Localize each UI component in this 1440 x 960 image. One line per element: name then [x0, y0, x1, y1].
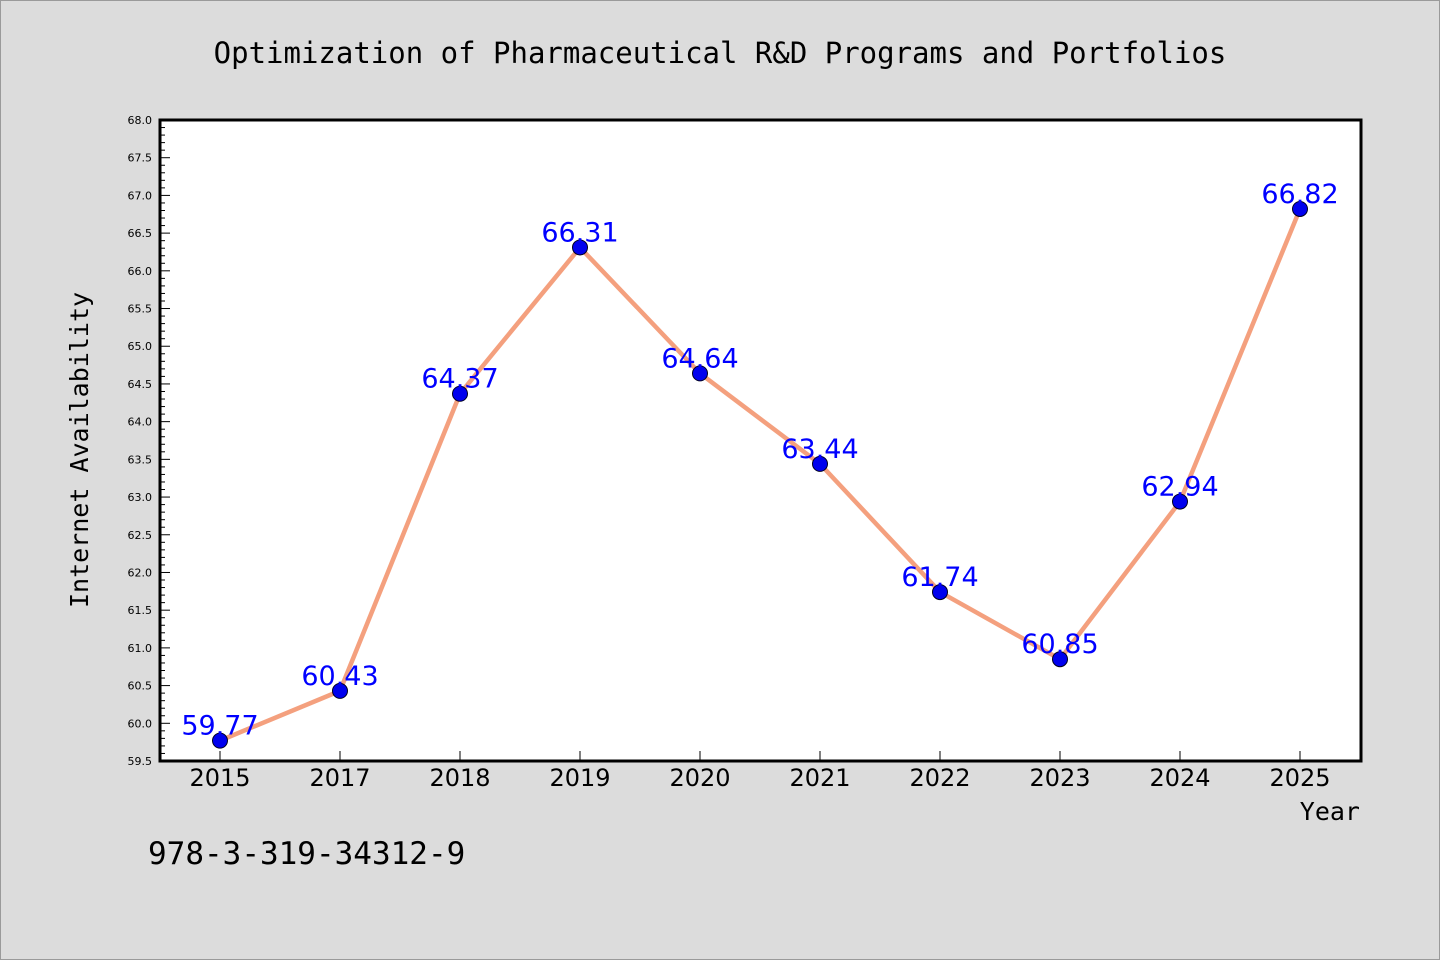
- series-layer: [212, 200, 1308, 749]
- data-label: 59.77: [181, 711, 258, 742]
- y-tick-label: 66.0: [128, 265, 153, 278]
- data-point-marker: [452, 385, 468, 402]
- data-point-marker: [1292, 200, 1308, 217]
- data-label: 61.74: [901, 562, 978, 593]
- x-tick-label: 2025: [1269, 764, 1330, 792]
- data-point-marker: [932, 584, 948, 601]
- chart-title: Optimization of Pharmaceutical R&D Progr…: [214, 36, 1227, 70]
- data-label: 64.64: [661, 343, 738, 374]
- data-point-marker: [812, 455, 828, 472]
- x-axis-ticks: 2015 2017 2018 2019 2020 2021 2022 2023 2024 2025: [189, 751, 1331, 792]
- data-label: 66.82: [1261, 179, 1338, 210]
- data-label: 64.37: [421, 364, 498, 395]
- y-tick-label: 59.5: [128, 755, 153, 768]
- data-label: 66.31: [541, 217, 618, 248]
- y-tick-label: 63.0: [128, 491, 153, 504]
- x-tick-label: 2017: [309, 764, 370, 792]
- data-label: 63.44: [781, 434, 858, 465]
- y-tick-label: 67.5: [128, 152, 153, 165]
- y-tick-label: 67.0: [128, 189, 153, 202]
- y-tick-label: 68.0: [128, 114, 153, 127]
- y-tick-label: 60.0: [128, 717, 153, 730]
- y-tick-label: 65.5: [128, 303, 153, 316]
- y-tick-label: 65.0: [128, 340, 153, 353]
- data-labels: 59.77 60.43 64.37 66.31 64.64 63.44 61.74 60.85…: [181, 179, 1338, 742]
- x-tick-label: 2019: [549, 764, 610, 792]
- data-label: 62.94: [1141, 472, 1218, 503]
- data-point-marker: [1052, 651, 1068, 668]
- x-tick-label: 2018: [429, 764, 490, 792]
- plot-area: [160, 120, 1361, 761]
- y-tick-label: 64.0: [128, 416, 153, 429]
- x-tick-label: 2024: [1149, 764, 1210, 792]
- data-point-marker: [332, 682, 348, 699]
- y-tick-label: 62.5: [128, 529, 153, 542]
- y-tick-label: 60.5: [128, 680, 153, 693]
- y-tick-label: 61.5: [128, 604, 153, 617]
- x-tick-label: 2022: [909, 764, 970, 792]
- y-tick-label: 62.0: [128, 566, 153, 579]
- y-tick-label: 64.5: [128, 378, 153, 391]
- y-tick-label: 61.0: [128, 642, 153, 655]
- series-line: [217, 206, 1303, 743]
- x-tick-label: 2023: [1029, 764, 1090, 792]
- data-label: 60.85: [1021, 629, 1098, 660]
- data-point-marker: [212, 732, 228, 749]
- x-axis-label: Year: [1300, 797, 1360, 826]
- data-point-marker: [572, 239, 588, 256]
- isbn-annotation: 978-3-319-34312-9: [148, 836, 465, 872]
- data-point-marker: [692, 365, 708, 382]
- x-tick-label: 2020: [669, 764, 730, 792]
- y-tick-label: 63.5: [128, 453, 153, 466]
- data-label: 60.43: [301, 661, 378, 692]
- x-tick-label: 2021: [789, 764, 850, 792]
- data-point-marker: [1172, 493, 1188, 510]
- y-axis-label: Internet Availability: [65, 292, 94, 608]
- plot-border: [158, 118, 1363, 763]
- x-tick-label: 2015: [189, 764, 250, 792]
- y-tick-label: 66.5: [128, 227, 153, 240]
- y-axis-ticks: 59.5 60.0 60.5 61.0 61.5 62.0 62.5 63.0 63.5 64.0…: [128, 114, 170, 768]
